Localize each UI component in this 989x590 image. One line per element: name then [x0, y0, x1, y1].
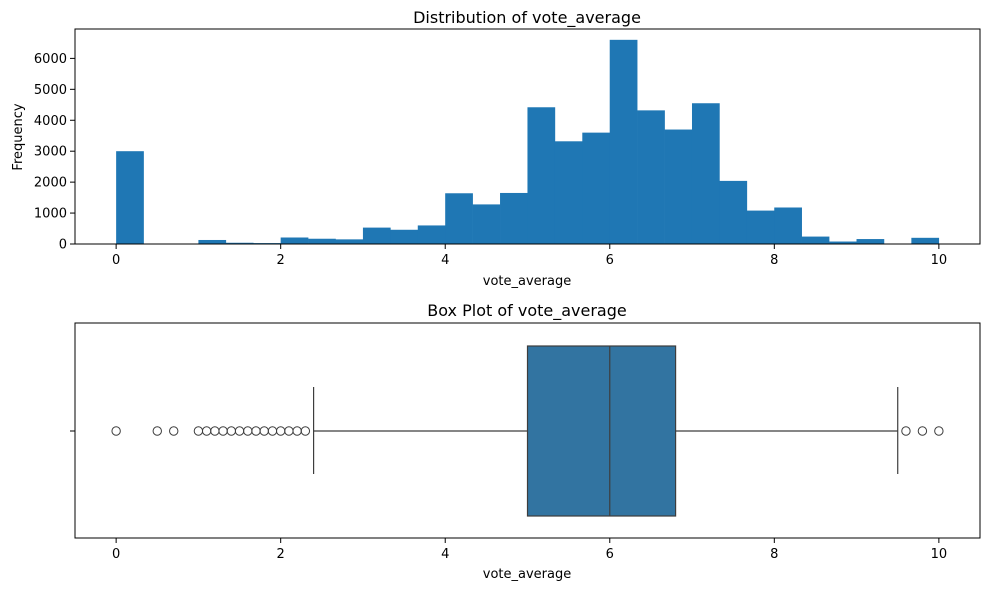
histogram-bar: [911, 237, 940, 244]
histogram-bar: [719, 180, 748, 244]
histogram-x-axis-label: vote_average: [483, 274, 571, 289]
histogram-y-tick-label: 5000: [34, 83, 67, 98]
histogram-bar: [116, 151, 144, 244]
histogram-y-tick-label: 4000: [34, 114, 67, 129]
histogram-x-ticks: 0 2 4 6 8 10: [112, 244, 947, 268]
histogram-bar: [691, 103, 720, 245]
histogram-bar: [308, 238, 336, 244]
boxplot-panel: Box Plot of vote_average 0 2 4 6 8 10 vote_av…: [70, 301, 981, 582]
histogram-x-tick-label: 10: [931, 253, 948, 268]
histogram-bar: [856, 239, 885, 244]
boxplot-x-tick-label: 0: [112, 547, 120, 562]
histogram-bar: [554, 141, 583, 244]
histogram-bar: [527, 107, 556, 244]
histogram-bar: [829, 241, 857, 244]
histogram-y-tick-label: 6000: [34, 52, 67, 67]
boxplot-marks: [111, 345, 944, 517]
histogram-y-tick-label: 1000: [34, 207, 67, 222]
histogram-x-tick-label: 2: [277, 253, 285, 268]
histogram-bar: [198, 239, 227, 244]
histogram-bar: [472, 204, 501, 244]
boxplot-outlier: [152, 426, 162, 436]
boxplot-title: Box Plot of vote_average: [427, 301, 626, 321]
boxplot-x-axis-label: vote_average: [483, 567, 571, 582]
histogram-bar: [225, 242, 254, 244]
histogram-bar: [664, 129, 693, 244]
histogram-y-tick-label: 3000: [34, 145, 67, 160]
histogram-bar: [582, 132, 611, 244]
histogram-y-ticks: 0 1000 2000 3000 4000 5000 6000: [34, 52, 75, 253]
boxplot-outlier: [111, 426, 121, 436]
boxplot-outlier: [934, 426, 944, 436]
histogram-bar: [746, 210, 775, 244]
histogram-bar: [417, 225, 446, 244]
histogram-bar: [609, 39, 638, 245]
boxplot-x-tick-label: 6: [606, 547, 614, 562]
boxplot-x-tick-label: 4: [441, 547, 449, 562]
histogram-bar: [445, 193, 473, 244]
histogram-x-tick-label: 0: [112, 253, 120, 268]
histogram-x-tick-label: 8: [770, 253, 778, 268]
boxplot-x-tick-label: 8: [770, 547, 778, 562]
histogram-title: Distribution of vote_average: [413, 8, 641, 28]
boxplot-x-ticks: 0 2 4 6 8 10: [112, 538, 947, 562]
boxplot-outlier: [300, 426, 311, 436]
histogram-bar: [637, 110, 665, 244]
histogram-bar: [801, 236, 830, 244]
histogram-x-tick-label: 4: [441, 253, 449, 268]
histogram-bar: [390, 229, 419, 244]
histogram-bar: [335, 239, 364, 244]
boxplot-outlier: [169, 426, 179, 436]
boxplot-outlier: [917, 426, 928, 436]
histogram-panel: Distribution of vote_average 0 2 4 6 8 10 0 10…: [11, 8, 981, 289]
histogram-bar: [280, 237, 309, 244]
histogram-y-axis-label: Frequency: [11, 103, 26, 170]
histogram-bar: [362, 227, 391, 244]
histogram-y-tick-label: 0: [59, 238, 67, 253]
histogram-y-tick-label: 2000: [34, 176, 67, 191]
histogram-plot-frame: [74, 28, 981, 245]
boxplot-outlier: [901, 426, 911, 436]
boxplot-x-tick-label: 2: [277, 547, 285, 562]
boxplot-box: [526, 345, 677, 517]
histogram-x-tick-label: 6: [606, 253, 614, 268]
histogram-bar: [500, 192, 528, 244]
boxplot-x-tick-label: 10: [931, 547, 948, 562]
histogram-bar: [774, 207, 802, 244]
histogram-bars: [116, 39, 940, 245]
